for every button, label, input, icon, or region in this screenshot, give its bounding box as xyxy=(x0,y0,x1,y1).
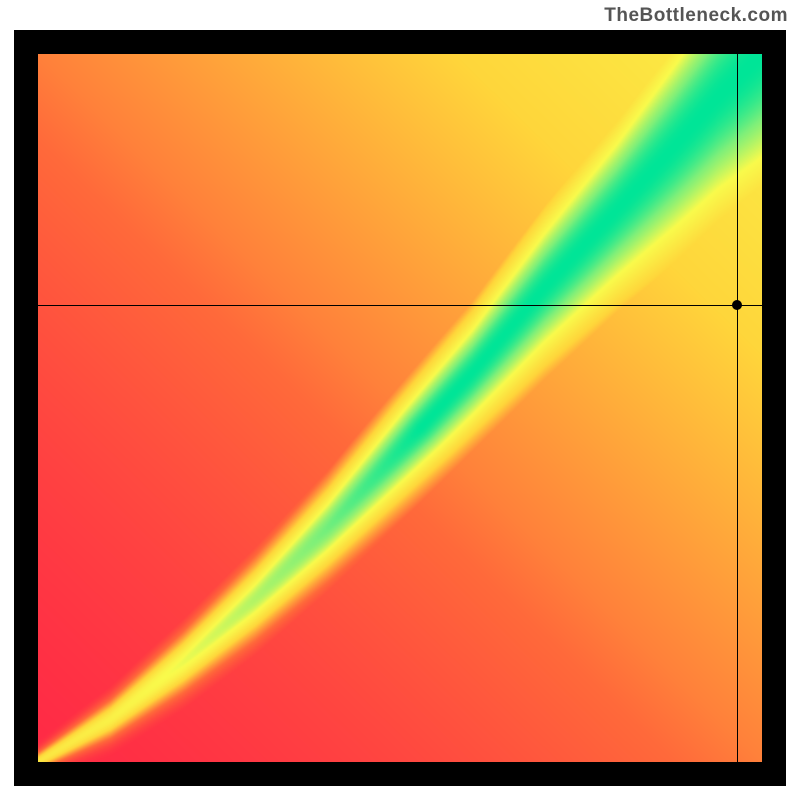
chart-container: TheBottleneck.com xyxy=(0,0,800,800)
heatmap-canvas xyxy=(38,54,762,762)
crosshair-marker xyxy=(732,300,742,310)
crosshair-horizontal xyxy=(38,305,762,307)
crosshair-vertical xyxy=(737,54,739,762)
plot-area xyxy=(38,54,762,762)
attribution-text: TheBottleneck.com xyxy=(604,5,788,27)
